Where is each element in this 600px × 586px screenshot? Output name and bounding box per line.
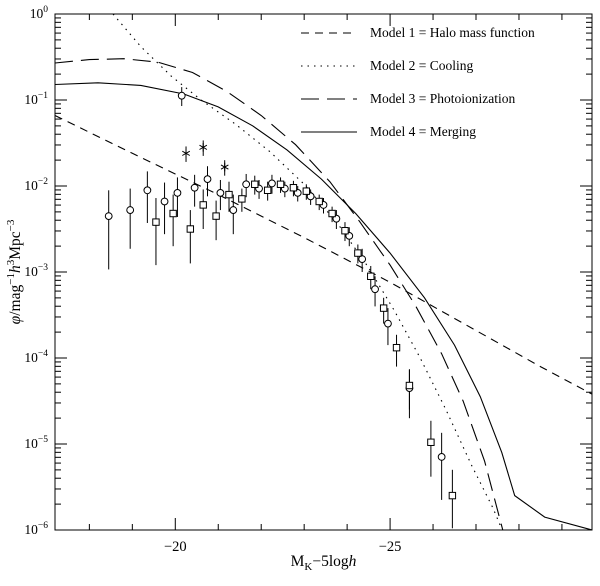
y-tick-label: 10−3: [24, 263, 48, 279]
data-point-circle: [160, 197, 169, 206]
y-tick-label: 10−5: [24, 435, 48, 451]
data-point-square: [276, 180, 285, 188]
data-point-square: [251, 180, 259, 188]
legend-item-model1: Model 1 = Halo mass function: [300, 22, 535, 43]
legend-item-model2: Model 2 = Cooling: [300, 55, 535, 76]
data-point-square: [212, 212, 220, 220]
y-tick-label: 10−6: [24, 521, 48, 537]
legend-line-solid: [301, 130, 357, 133]
data-point-square: [152, 218, 160, 226]
data-point-circle: [216, 188, 225, 197]
model-3-curve: [55, 58, 504, 530]
model-2-curve: [112, 14, 503, 530]
data-point-circle: [190, 183, 199, 192]
data-point-square: [238, 195, 246, 203]
legend-line-short-dash: [301, 31, 357, 34]
model-1-curve: [55, 115, 592, 395]
data-point-square: [289, 184, 298, 192]
data-point-circle: [437, 453, 446, 461]
data-point-square: [225, 190, 233, 199]
data-point-square: [367, 272, 375, 281]
data-point-square: [341, 227, 349, 235]
legend-line-long-dash: [301, 97, 357, 100]
y-tick-label: 10−2: [24, 177, 48, 193]
data-point-circle: [126, 206, 135, 214]
y-tick-label: 100: [30, 5, 49, 21]
data-point-circle: [177, 91, 186, 100]
data-point-star: [199, 143, 208, 152]
x-axis-label: MK−5logh: [291, 553, 357, 573]
data-point-square: [315, 197, 323, 206]
data-point-circle: [358, 255, 367, 264]
x-tick-label: −20: [164, 539, 187, 555]
data-point-circle: [268, 179, 276, 188]
data-point-square: [328, 209, 336, 218]
data-point-square: [379, 304, 388, 312]
data-point-square: [392, 343, 401, 352]
data-point-circle: [143, 186, 152, 195]
model-curves: [55, 14, 592, 530]
data-points: [104, 87, 457, 529]
data-point-circle: [203, 175, 212, 184]
y-tick-label: 10−4: [24, 349, 48, 365]
data-point-circle: [371, 285, 379, 294]
data-point-square: [186, 225, 195, 233]
legend-label-model2: Model 2 = Cooling: [370, 57, 474, 73]
data-point-square: [354, 249, 362, 257]
data-point-circle: [242, 180, 251, 189]
y-axis-label: φ/mag−1h3Mpc−3: [5, 219, 24, 324]
data-point-square: [199, 201, 207, 209]
data-point-circle: [104, 212, 113, 221]
data-point-square: [263, 186, 272, 195]
data-point-circle: [384, 319, 392, 328]
data-point-circle: [173, 188, 182, 197]
data-point-star: [182, 149, 191, 158]
data-point-square: [448, 491, 457, 500]
y-tick-label: 10−1: [24, 91, 48, 107]
legend-label-model3: Model 3 = Photoionization: [370, 90, 516, 106]
legend-item-model3: Model 3 = Photoionization: [300, 88, 535, 109]
legend-label-model4: Model 4 = Merging: [370, 123, 476, 139]
legend-line-dotted: [301, 64, 357, 67]
legend-item-model4: Model 4 = Merging: [300, 121, 535, 142]
x-tick-label: −25: [379, 539, 402, 555]
legend: Model 1 = Halo mass function Model 2 = C…: [300, 22, 535, 142]
legend-label-model1: Model 1 = Halo mass function: [370, 24, 535, 40]
data-point-square: [427, 438, 435, 446]
data-point-square: [169, 209, 177, 218]
data-point-square: [302, 187, 311, 195]
data-point-star: [220, 162, 229, 172]
axis-ticks: [55, 13, 592, 531]
data-point-square: [405, 381, 414, 390]
data-point-circle: [229, 206, 238, 214]
model-4-curve: [55, 82, 592, 530]
